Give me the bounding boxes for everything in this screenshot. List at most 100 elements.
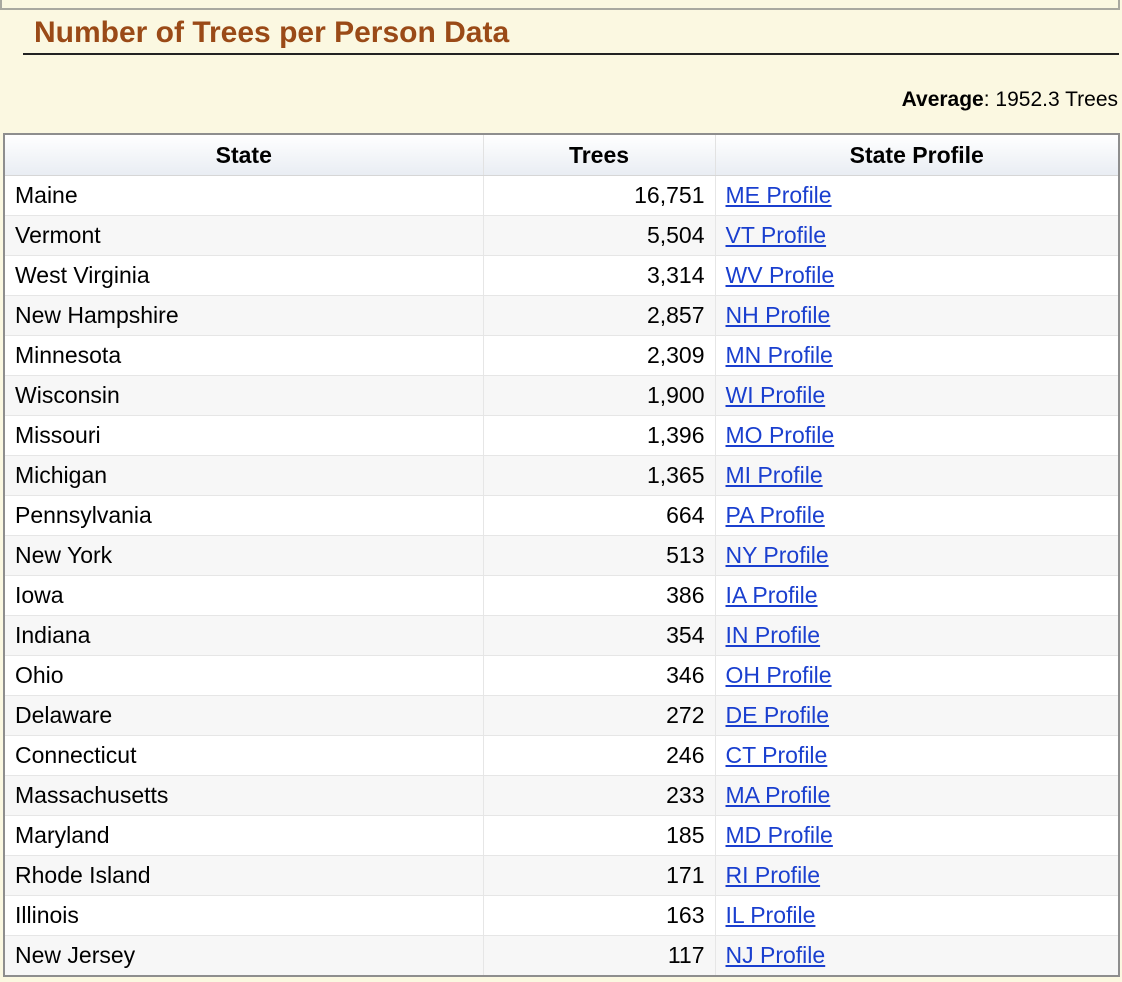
state-profile-link[interactable]: MN Profile <box>725 342 833 368</box>
table-row: New Jersey 117 NJ Profile <box>5 935 1118 975</box>
state-profile-link[interactable]: WI Profile <box>725 382 826 408</box>
trees-count-cell: 1,396 <box>482 415 715 456</box>
state-profile-cell: VT Profile <box>714 215 1118 256</box>
state-profile-link[interactable]: PA Profile <box>725 502 825 528</box>
column-header-profile[interactable]: State Profile <box>714 135 1118 176</box>
table-row: Vermont 5,504 VT Profile <box>5 215 1118 256</box>
state-profile-cell: CT Profile <box>714 735 1118 776</box>
state-name-cell: Massachusetts <box>5 775 483 816</box>
trees-count-cell: 1,900 <box>482 375 715 416</box>
state-profile-cell: MO Profile <box>714 415 1118 456</box>
state-name-cell: Vermont <box>5 215 483 256</box>
state-profile-link[interactable]: RI Profile <box>725 862 821 888</box>
trees-count-cell: 1,365 <box>482 455 715 496</box>
state-name-cell: Maryland <box>5 815 483 856</box>
state-profile-cell: IN Profile <box>714 615 1118 656</box>
state-profile-cell: NY Profile <box>714 535 1118 576</box>
table-row: Connecticut 246 CT Profile <box>5 735 1118 776</box>
state-name-cell: Connecticut <box>5 735 483 776</box>
trees-count-cell: 386 <box>482 575 715 616</box>
trees-count-cell: 5,504 <box>482 215 715 256</box>
trees-count-cell: 246 <box>482 735 715 776</box>
table-row: Rhode Island 171 RI Profile <box>5 855 1118 896</box>
state-profile-link[interactable]: NY Profile <box>725 542 829 568</box>
state-profile-link[interactable]: MI Profile <box>725 462 823 488</box>
table-row: Wisconsin 1,900 WI Profile <box>5 375 1118 416</box>
state-profile-link[interactable]: IA Profile <box>725 582 818 608</box>
trees-count-cell: 346 <box>482 655 715 696</box>
state-profile-link[interactable]: IN Profile <box>725 622 821 648</box>
state-profile-cell: MN Profile <box>714 335 1118 376</box>
column-header-state[interactable]: State <box>5 135 483 176</box>
table-row: New York 513 NY Profile <box>5 535 1118 576</box>
state-profile-link[interactable]: MO Profile <box>725 422 835 448</box>
state-name-cell: Pennsylvania <box>5 495 483 536</box>
average-label: Average <box>901 88 984 111</box>
table-row: Maryland 185 MD Profile <box>5 815 1118 856</box>
table-row: Indiana 354 IN Profile <box>5 615 1118 656</box>
state-name-cell: New Jersey <box>5 935 483 975</box>
state-name-cell: Wisconsin <box>5 375 483 416</box>
average-value: 1952.3 Trees <box>995 88 1118 111</box>
average-summary: Average: 1952.3 Trees <box>902 88 1118 112</box>
state-profile-link[interactable]: MD Profile <box>725 822 833 848</box>
state-profile-link[interactable]: IL Profile <box>725 902 816 928</box>
title-divider <box>23 53 1119 55</box>
trees-count-cell: 16,751 <box>482 175 715 216</box>
table-row: West Virginia 3,314 WV Profile <box>5 255 1118 296</box>
state-profile-cell: MD Profile <box>714 815 1118 856</box>
state-profile-link[interactable]: ME Profile <box>725 182 832 208</box>
table-row: Delaware 272 DE Profile <box>5 695 1118 736</box>
state-name-cell: New Hampshire <box>5 295 483 336</box>
state-profile-cell: IL Profile <box>714 895 1118 936</box>
column-header-trees[interactable]: Trees <box>482 135 715 176</box>
trees-count-cell: 2,857 <box>482 295 715 336</box>
table-row: Ohio 346 OH Profile <box>5 655 1118 696</box>
state-profile-cell: MA Profile <box>714 775 1118 816</box>
average-colon: : <box>983 88 996 111</box>
trees-count-cell: 233 <box>482 775 715 816</box>
state-name-cell: Minnesota <box>5 335 483 376</box>
state-profile-cell: DE Profile <box>714 695 1118 736</box>
trees-count-cell: 272 <box>482 695 715 736</box>
trees-table-container: State Trees State Profile Maine 16,751 ME … <box>3 133 1120 977</box>
state-profile-cell: MI Profile <box>714 455 1118 496</box>
table-row: Illinois 163 IL Profile <box>5 895 1118 936</box>
state-profile-link[interactable]: MA Profile <box>725 782 831 808</box>
trees-count-cell: 513 <box>482 535 715 576</box>
state-profile-link[interactable]: DE Profile <box>725 702 830 728</box>
state-profile-link[interactable]: VT Profile <box>725 222 827 248</box>
state-profile-cell: ME Profile <box>714 175 1118 216</box>
state-profile-link[interactable]: NJ Profile <box>725 942 826 968</box>
state-profile-link[interactable]: OH Profile <box>725 662 832 688</box>
state-profile-link[interactable]: WV Profile <box>725 262 835 288</box>
trees-count-cell: 3,314 <box>482 255 715 296</box>
trees-count-cell: 163 <box>482 895 715 936</box>
table-row: Massachusetts 233 MA Profile <box>5 775 1118 816</box>
table-row: Maine 16,751 ME Profile <box>5 175 1118 216</box>
state-name-cell: Delaware <box>5 695 483 736</box>
trees-count-cell: 354 <box>482 615 715 656</box>
state-profile-link[interactable]: NH Profile <box>725 302 831 328</box>
section-title: Number of Trees per Person Data <box>34 16 510 49</box>
state-name-cell: West Virginia <box>5 255 483 296</box>
table-row: New Hampshire 2,857 NH Profile <box>5 295 1118 336</box>
trees-count-cell: 171 <box>482 855 715 896</box>
state-profile-cell: WV Profile <box>714 255 1118 296</box>
state-name-cell: Missouri <box>5 415 483 456</box>
state-name-cell: Maine <box>5 175 483 216</box>
state-profile-cell: RI Profile <box>714 855 1118 896</box>
state-profile-cell: NH Profile <box>714 295 1118 336</box>
table-row: Minnesota 2,309 MN Profile <box>5 335 1118 376</box>
trees-count-cell: 2,309 <box>482 335 715 376</box>
table-body: Maine 16,751 ME Profile Vermont 5,504 VT Prof… <box>5 175 1118 975</box>
state-profile-link[interactable]: CT Profile <box>725 742 828 768</box>
state-name-cell: Illinois <box>5 895 483 936</box>
state-name-cell: Ohio <box>5 655 483 696</box>
table-row: Iowa 386 IA Profile <box>5 575 1118 616</box>
table-row: Pennsylvania 664 PA Profile <box>5 495 1118 536</box>
state-profile-cell: IA Profile <box>714 575 1118 616</box>
top-frame <box>0 0 1120 10</box>
trees-count-cell: 185 <box>482 815 715 856</box>
table-header-row: State Trees State Profile <box>5 135 1118 176</box>
